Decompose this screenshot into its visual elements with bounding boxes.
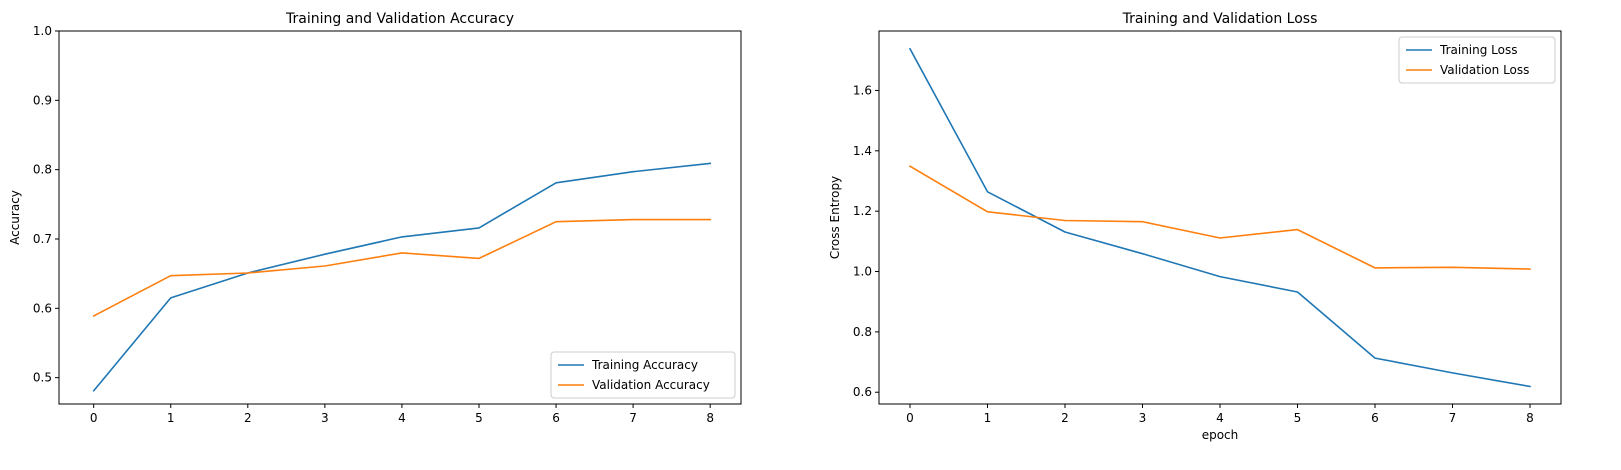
legend-label-1: Training Accuracy [591, 358, 698, 372]
y-tick-label: 0.6 [853, 385, 872, 399]
x-tick-label: 3 [1139, 411, 1147, 425]
y-tick-label: 0.8 [853, 325, 872, 339]
series-line-2 [908, 165, 1531, 270]
series-line-1 [908, 47, 1531, 388]
plot-frame [58, 30, 742, 405]
y-tick-label: 0.9 [33, 93, 52, 107]
y-tick-label: 0.7 [33, 232, 52, 246]
legend-box [550, 351, 736, 399]
y-axis-label: Accuracy [8, 190, 22, 245]
y-tick-label: 1.0 [853, 265, 872, 279]
x-tick-label: 2 [1061, 411, 1069, 425]
legend-box [1398, 36, 1556, 84]
y-tick-label: 1.6 [853, 83, 872, 97]
x-tick-label: 6 [552, 411, 560, 425]
legend-label-2: Validation Loss [1440, 63, 1529, 77]
series-line-1 [92, 162, 712, 392]
y-axis-label: Cross Entropy [828, 176, 842, 259]
x-tick-label: 8 [1526, 411, 1534, 425]
x-tick-label: 5 [1294, 411, 1302, 425]
x-tick-label: 7 [629, 411, 637, 425]
x-tick-label: 0 [90, 411, 98, 425]
y-tick-label: 1.2 [853, 204, 872, 218]
y-tick-label: 1.0 [33, 24, 52, 38]
x-tick-label: 2 [244, 411, 252, 425]
legend-label-1: Training Loss [1439, 43, 1517, 57]
series-line-2 [92, 218, 712, 317]
legend: Training Loss Validation Loss [1398, 36, 1556, 84]
y-tick-label: 0.8 [33, 163, 52, 177]
y-tick-label: 0.6 [33, 301, 52, 315]
x-tick-label: 5 [475, 411, 483, 425]
x-tick-label: 4 [1216, 411, 1224, 425]
legend-label-2: Validation Accuracy [592, 378, 710, 392]
x-tick-label: 8 [706, 411, 714, 425]
x-tick-label: 6 [1371, 411, 1379, 425]
chart-title: Training and Validation Accuracy [285, 11, 514, 27]
x-tick-label: 3 [321, 411, 329, 425]
x-axis-label: epoch [1202, 428, 1239, 442]
x-tick-label: 1 [167, 411, 175, 425]
y-tick-label: 0.5 [33, 371, 52, 385]
chart-1: Training and Validation Accuracy 0 1 2 3 4 5 6 7… [8, 11, 742, 425]
y-tick-label: 1.4 [853, 144, 872, 158]
plot-frame [878, 30, 1562, 405]
x-tick-label: 4 [398, 411, 406, 425]
chart-2: Training and Validation Loss 0 1 2 3 4 5 6 7 8 0.6… [828, 11, 1562, 442]
legend: Training Accuracy Validation Accuracy [550, 351, 736, 399]
x-tick-label: 1 [984, 411, 992, 425]
chart-title: Training and Validation Loss [1122, 11, 1318, 27]
x-tick-label: 0 [906, 411, 914, 425]
x-tick-label: 7 [1449, 411, 1457, 425]
